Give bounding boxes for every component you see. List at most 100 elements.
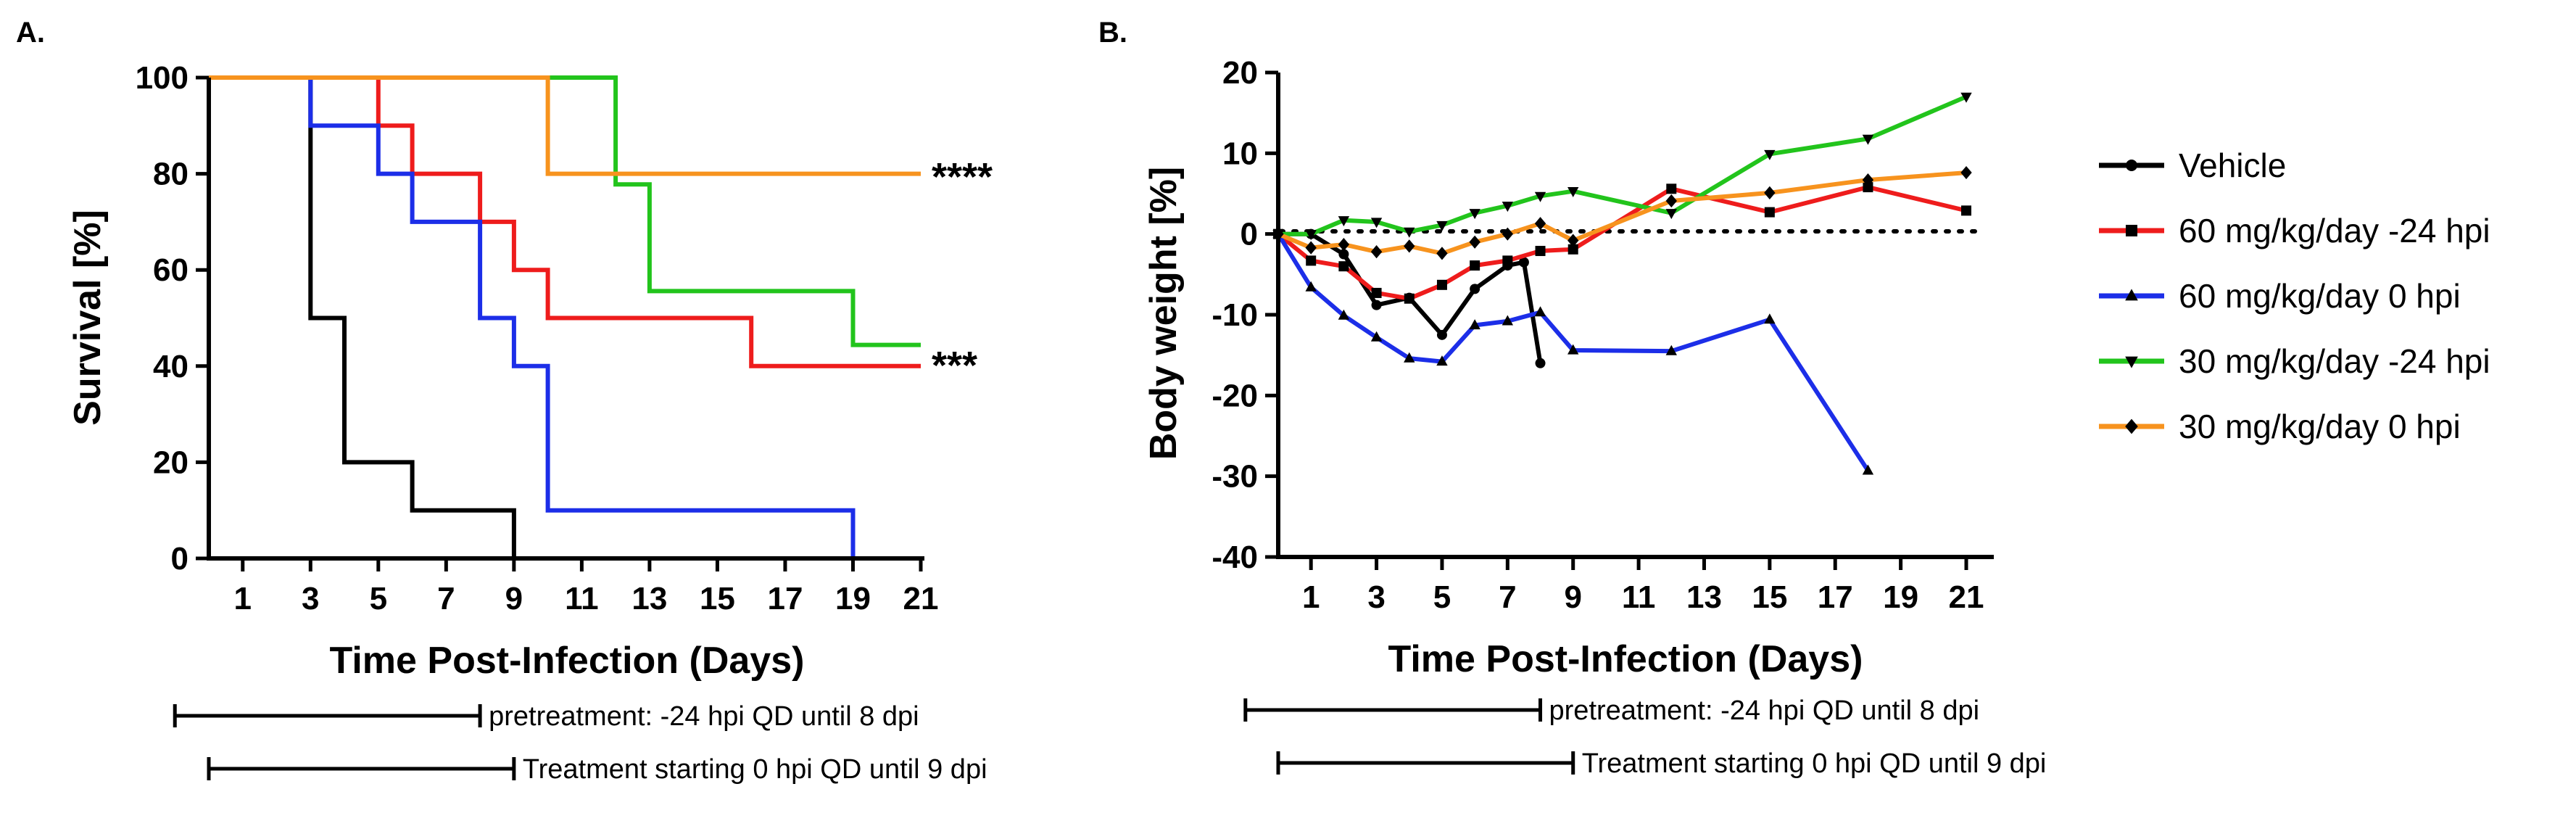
weight-point-vehicle xyxy=(1338,249,1349,260)
panel-b-y-tick-label: -10 xyxy=(1212,297,1258,333)
panel-b-x-tick-label: 5 xyxy=(1433,579,1451,615)
weight-point-mg30_pre xyxy=(1469,209,1480,220)
panel-a-x-tick-label: 7 xyxy=(437,581,455,616)
weight-line-mg30_0 xyxy=(1277,170,1967,256)
weight-point-mg30_0 xyxy=(1404,239,1415,253)
weight-point-mg30_pre xyxy=(1502,202,1514,212)
weight-point-mg30_0 xyxy=(1305,241,1317,255)
weight-point-mg60_0 xyxy=(1534,306,1546,317)
legend-item-mg60_0: 60 mg/kg/day 0 hpi xyxy=(2099,277,2461,315)
weight-point-mg60_0 xyxy=(1436,355,1448,366)
weight-point-mg30_0 xyxy=(1960,165,1972,180)
weight-point-mg60_pre xyxy=(1764,207,1775,218)
panel-b-x-tick-label: 21 xyxy=(1949,579,1984,615)
panel-a-x-tick-label: 3 xyxy=(302,581,319,616)
weight-point-mg60_pre xyxy=(1371,287,1382,298)
weight-point-mg30_pre xyxy=(1960,92,1972,103)
panel-a-y-tick-label: 0 xyxy=(171,541,189,577)
panel-a-x-tick-label: 9 xyxy=(505,581,523,616)
weight-point-mg30_pre xyxy=(1862,134,1874,145)
weight-point-mg60_0 xyxy=(1665,344,1677,355)
panel-b-y-tick-label: 0 xyxy=(1241,217,1258,252)
weight-point-mg30_0 xyxy=(1436,247,1448,260)
weight-point-mg30_pre xyxy=(1665,209,1677,220)
survival-line-mg30_pre xyxy=(209,75,921,347)
panel-a-bracket-label: pretreatment: -24 hpi QD until 8 dpi xyxy=(489,701,919,732)
weight-point-mg30_0 xyxy=(1469,235,1480,249)
weight-point-mg30_0 xyxy=(1862,173,1874,187)
panel-a-y-axis-title: Survival [%] xyxy=(67,210,109,426)
panel-a-treatment-brackets: pretreatment: -24 hpi QD until 8 dpi Trea… xyxy=(173,701,987,785)
weight-point-mg60_0 xyxy=(1469,319,1480,330)
panel-b-x-tick-label: 1 xyxy=(1302,579,1320,615)
weight-point-mg30_pre xyxy=(1436,220,1448,231)
weight-point-mg30_0 xyxy=(1534,217,1546,231)
panel-a-series xyxy=(209,75,921,558)
survival-line-mg60_0 xyxy=(209,75,856,558)
panel-a-y-tick-label: 20 xyxy=(153,445,189,480)
panel-a-y-tick-label: 80 xyxy=(153,157,189,192)
weight-point-mg60_0 xyxy=(1404,352,1415,363)
weight-point-mg30_0 xyxy=(1567,234,1579,247)
legend-marker xyxy=(2125,289,2138,301)
panel-b-x-tick-label: 15 xyxy=(1752,579,1787,615)
weight-point-mg30_pre xyxy=(1404,227,1415,238)
legend-item-mg30_pre: 30 mg/kg/day -24 hpi xyxy=(2099,342,2490,380)
weight-point-vehicle xyxy=(1518,257,1529,268)
weight-point-mg30_0 xyxy=(1502,227,1514,241)
weight-point-mg60_0 xyxy=(1338,309,1350,320)
panel-a-x-tick-label: 15 xyxy=(700,581,735,616)
panel-a-y-tick-label: 100 xyxy=(136,60,189,96)
panel-a-x-axis-title: Time Post-Infection (Days) xyxy=(330,640,805,682)
legend-label: 30 mg/kg/day 0 hpi xyxy=(2179,408,2461,445)
weight-point-mg30_0 xyxy=(1338,238,1350,252)
panel-b-bracket-label: pretreatment: -24 hpi QD until 8 dpi xyxy=(1549,695,1980,726)
weight-point-vehicle xyxy=(1535,358,1546,368)
weight-point-mg60_pre xyxy=(1470,260,1480,271)
panel-a-x-tick-label: 19 xyxy=(835,581,871,616)
panel-b-treatment-brackets: pretreatment: -24 hpi QD until 8 dpi Trea… xyxy=(1243,695,2046,779)
legend: Vehicle 60 mg/kg/day -24 hpi 60 mg/kg/day … xyxy=(2099,146,2490,445)
panel-b-y-tick-label: -20 xyxy=(1212,378,1258,413)
weight-point-mg30_pre xyxy=(1305,230,1317,241)
panel-b-y-tick-label: 10 xyxy=(1222,136,1258,171)
significance-80: **** xyxy=(932,155,993,199)
weight-point-mg60_pre xyxy=(1306,255,1317,266)
panel-b-x-tick-label: 3 xyxy=(1367,579,1385,615)
panel-b-x-tick-label: 13 xyxy=(1686,579,1722,615)
survival-line-mg60_pre xyxy=(209,75,921,368)
weight-point-mg60_0 xyxy=(1764,313,1776,324)
weight-point-vehicle xyxy=(1470,284,1480,294)
survival-line-mg30_0 xyxy=(209,75,921,176)
weight-point-mg60_pre xyxy=(1567,244,1578,255)
panel-a-x-tick-label: 1 xyxy=(234,581,252,616)
panel-b-label: B. xyxy=(1098,17,1127,49)
weight-line-mg60_pre xyxy=(1277,185,1967,301)
panel-b-x-tick-label: 7 xyxy=(1499,579,1516,615)
weight-point-mg30_pre xyxy=(1764,149,1776,160)
panel-b-x-tick-label: 9 xyxy=(1564,579,1581,615)
weight-point-mg60_0 xyxy=(1305,281,1317,292)
panel-b-x-tick-label: 19 xyxy=(1883,579,1918,615)
weight-point-mg60_pre xyxy=(1863,182,1873,193)
panel-b-x-axis-title: Time Post-Infection (Days) xyxy=(1388,638,1863,680)
panel-a-label: A. xyxy=(16,17,45,49)
weight-point-mg60_pre xyxy=(1535,246,1546,257)
panel-b-y-tick-label: -40 xyxy=(1212,540,1258,575)
weight-point-mg30_pre xyxy=(1338,216,1350,227)
legend-item-mg60_pre: 60 mg/kg/day -24 hpi xyxy=(2099,212,2490,249)
weight-point-mg60_pre xyxy=(1502,255,1513,266)
survival-line-vehicle xyxy=(209,75,516,558)
weight-point-mg60_pre xyxy=(1666,183,1677,194)
weight-point-mg60_pre xyxy=(1404,293,1415,304)
weight-line-mg30_pre xyxy=(1278,94,1968,236)
legend-marker xyxy=(2126,225,2137,236)
weight-point-mg30_pre xyxy=(1370,218,1383,228)
weight-point-mg60_0 xyxy=(1862,464,1874,475)
legend-marker xyxy=(2126,160,2137,171)
legend-marker xyxy=(2125,418,2138,434)
weight-point-mg60_0 xyxy=(1567,344,1579,355)
panel-b-y-tick-label: -30 xyxy=(1212,459,1258,495)
